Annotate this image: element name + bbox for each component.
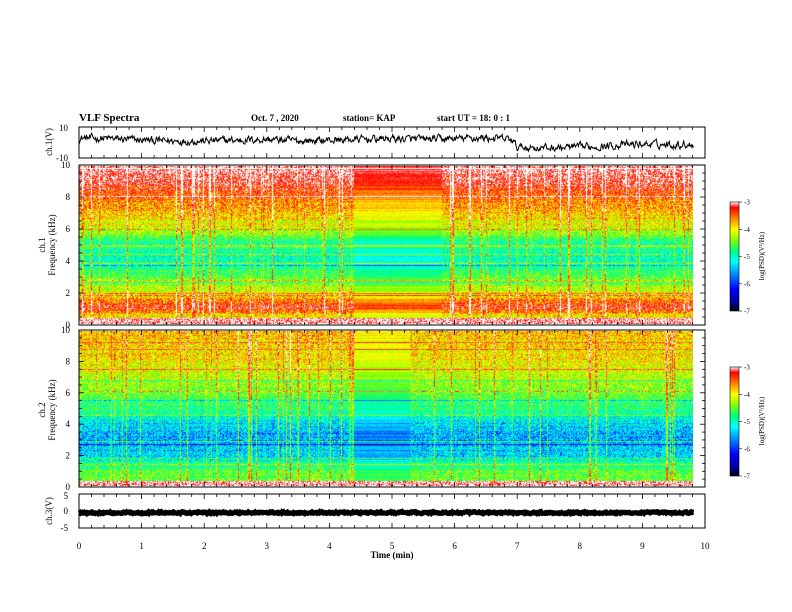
ch2-colorbar-ticks: -3 -4 -5 -6 -7 <box>739 364 750 481</box>
ch2-colorbar-label: log(PSD)(V²/Hz) <box>758 396 766 445</box>
ch3-waveform-ylabel: ch.3(V) <box>44 497 54 525</box>
ch3-waveform-ticks <box>78 494 706 528</box>
ch1-ytick-top: 10 <box>59 123 69 133</box>
ch2-colorbar-tick-label: -5 <box>744 418 750 426</box>
ch2-colorbar-tick-label: -7 <box>744 473 750 481</box>
ch1-waveform-ticks <box>78 127 706 158</box>
ch2-colorbar-tick-label: -4 <box>744 391 750 399</box>
time-tick-label: 5 <box>390 541 395 551</box>
ch1-waveform-line <box>78 132 695 153</box>
time-tick-label: 6 <box>452 541 457 551</box>
ch1-spectrogram-ticks <box>78 164 706 326</box>
ch2-colorbar-tick-label: -6 <box>744 445 750 453</box>
ch2-colorbar-tick-label: -3 <box>744 364 750 372</box>
time-tick-label: 8 <box>578 541 583 551</box>
ch2-freq-tick-label: 2 <box>66 451 71 461</box>
ch1-colorbar-tick-label: -6 <box>744 280 750 288</box>
ch2-colorbar <box>729 366 740 477</box>
chart-title: VLF Spectra <box>79 112 140 124</box>
station-label: station= KAP <box>343 113 396 123</box>
ch2-channel-label: ch.2 <box>37 402 47 417</box>
ch1-frequency-tick-labels: 0 2 4 6 8 10 <box>61 160 71 330</box>
ch1-colorbar-ticks: -3 -4 -5 -6 -7 <box>739 199 750 316</box>
ch1-waveform-ylabel: ch.1(V) <box>44 128 54 156</box>
ch2-spectrogram-ticks <box>78 329 706 488</box>
time-tick-label: 4 <box>327 541 332 551</box>
ch2-freq-tick-label: 0 <box>66 482 71 492</box>
ch1-freq-tick-label: 10 <box>61 160 71 170</box>
time-tick-label: 2 <box>202 541 207 551</box>
ch1-colorbar-label: log(PSD)(V²/Hz) <box>758 231 766 280</box>
ch1-freq-tick-label: 6 <box>66 224 71 234</box>
ch1-channel-label: ch.1 <box>37 237 47 252</box>
ch3-waveform-panel: 5 0 -5 ch.3(V) <box>44 491 706 533</box>
time-tick-label: 10 <box>701 541 711 551</box>
ch2-freq-tick-label: 10 <box>61 325 71 335</box>
ch1-freq-tick-label: 2 <box>66 288 71 298</box>
time-axis-label: Time (min) <box>370 550 413 560</box>
ch2-frequency-tick-labels: 0 2 4 6 8 10 <box>61 325 71 492</box>
ch1-colorbar-tick-label: -3 <box>744 199 750 207</box>
ch1-freq-tick-label: 4 <box>66 256 71 266</box>
time-tick-label: 1 <box>139 541 144 551</box>
ch3-ytick-bottom: -5 <box>61 523 69 533</box>
ch1-frequency-axis-label: Frequency (kHz) <box>47 214 57 275</box>
ch1-freq-tick-label: 8 <box>66 192 71 202</box>
ch1-colorbar-tick-label: -7 <box>744 308 750 316</box>
ch2-freq-tick-label: 4 <box>66 419 71 429</box>
ch2-freq-tick-label: 8 <box>66 356 71 366</box>
date-label: Oct. 7 , 2020 <box>251 113 299 123</box>
ch2-freq-tick-label: 6 <box>66 388 71 398</box>
ch1-colorbar-tick-label: -4 <box>744 226 750 234</box>
ch1-spectrogram-image <box>79 166 693 324</box>
ch1-ytick-bottom: -10 <box>56 153 68 163</box>
start-time-label: start UT = 18: 0 : 1 <box>437 113 510 123</box>
ch2-frequency-axis-label: Frequency (kHz) <box>47 379 57 440</box>
time-tick-label: 3 <box>265 541 270 551</box>
time-axis-tick-labels: 0 1 2 3 4 5 6 7 8 9 10 <box>77 541 710 551</box>
ch3-waveform-line <box>77 507 695 518</box>
time-tick-label: 7 <box>515 541 520 551</box>
ch1-colorbar <box>729 201 740 312</box>
ch3-ytick-middle: 0 <box>64 506 69 516</box>
ch3-ytick-top: 5 <box>64 491 69 501</box>
ch2-spectrogram-image <box>79 331 693 486</box>
time-tick-label: 9 <box>640 541 645 551</box>
time-tick-label: 0 <box>77 541 82 551</box>
ch1-colorbar-tick-label: -5 <box>744 253 750 261</box>
ch1-freq-tick-label: 0 <box>66 320 71 330</box>
ch1-waveform-panel: 10 -10 ch.1(V) <box>44 123 706 163</box>
